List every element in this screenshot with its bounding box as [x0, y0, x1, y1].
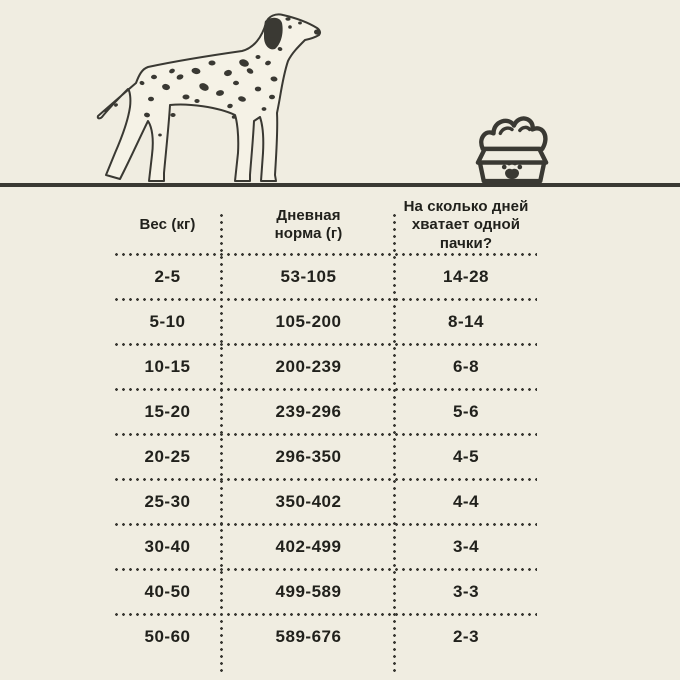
cell-days: 3-3: [452, 581, 480, 601]
cell-weight: 20-25: [144, 446, 191, 466]
cell-days: 14-28: [443, 266, 489, 286]
cell-portion: 402-499: [275, 536, 342, 556]
table-row: 50-60 589-676 2-3: [113, 616, 537, 658]
dotted-row-divider: [113, 477, 537, 481]
feeding-table: Вес (кг) Дневная норма (г) На сколько дн…: [113, 198, 537, 672]
cell-portion: 105-200: [275, 311, 342, 331]
cell-weight: 2-5: [154, 266, 181, 286]
cell-weight: 25-30: [144, 491, 191, 511]
cell-days: 2-3: [452, 626, 480, 646]
cell-weight: 15-20: [144, 401, 191, 421]
cell-portion: 200-239: [275, 356, 342, 376]
dotted-row-divider: [113, 297, 537, 301]
header-weight-kg: Вес (кг): [139, 216, 196, 234]
dalmatian-dog-illustration: [96, 13, 322, 182]
dotted-column-divider: [393, 212, 396, 672]
cell-portion: 589-676: [275, 626, 342, 646]
table-row: 5-10 105-200 8-14: [113, 301, 537, 343]
cell-portion: 499-589: [275, 581, 342, 601]
cell-weight: 50-60: [144, 626, 191, 646]
table-header-row: Вес (кг) Дневная норма (г) На сколько дн…: [113, 198, 537, 253]
dotted-row-divider: [113, 612, 537, 616]
dotted-row-divider: [113, 522, 537, 526]
table-row: 2-5 53-105 14-28: [113, 256, 537, 298]
cell-days: 4-4: [452, 491, 480, 511]
dotted-row-divider: [113, 432, 537, 436]
cell-days: 3-4: [452, 536, 480, 556]
cell-days: 5-6: [452, 401, 480, 421]
cell-portion: 350-402: [275, 491, 342, 511]
dotted-column-divider: [220, 212, 223, 672]
cell-weight: 10-15: [144, 356, 191, 376]
dog-food-bowl-icon: [475, 116, 549, 184]
cell-days: 8-14: [447, 311, 485, 331]
ground-scene: [0, 0, 680, 187]
header-daily-portion-g: Дневная норма (г): [274, 207, 343, 243]
table-row: 25-30 350-402 4-4: [113, 481, 537, 523]
table-row: 40-50 499-589 3-3: [113, 571, 537, 613]
dotted-row-divider: [113, 567, 537, 571]
table-row: 30-40 402-499 3-4: [113, 526, 537, 568]
cell-portion: 53-105: [280, 266, 337, 286]
table-row: 20-25 296-350 4-5: [113, 436, 537, 478]
cell-weight: 40-50: [144, 581, 191, 601]
cell-weight: 5-10: [149, 311, 186, 331]
cell-portion: 239-296: [275, 401, 342, 421]
dotted-row-divider: [113, 387, 537, 391]
cell-portion: 296-350: [275, 446, 342, 466]
dotted-row-divider: [113, 252, 537, 256]
cell-days: 4-5: [452, 446, 480, 466]
table-row: 15-20 239-296 5-6: [113, 391, 537, 433]
table-row: 10-15 200-239 6-8: [113, 346, 537, 388]
cell-weight: 30-40: [144, 536, 191, 556]
dotted-row-divider: [113, 342, 537, 346]
cell-days: 6-8: [452, 356, 480, 376]
header-days-per-pack: На сколько дней хватает одной пачки?: [403, 198, 529, 252]
